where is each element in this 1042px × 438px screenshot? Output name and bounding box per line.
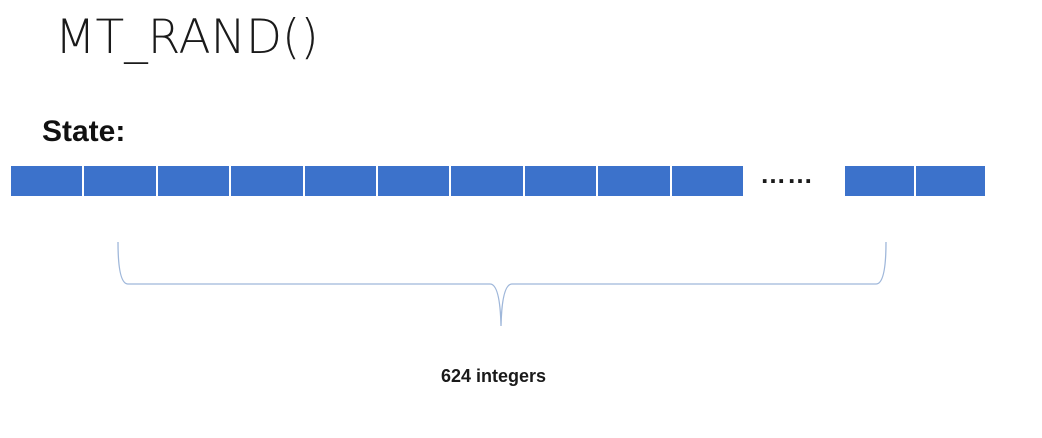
state-cell: [597, 165, 671, 197]
state-cell: [915, 165, 986, 197]
state-label: State:: [42, 115, 126, 148]
state-cell: [156, 165, 231, 197]
state-cell: [670, 165, 744, 197]
state-cell: [83, 165, 157, 197]
brace-label: 624 integers: [441, 366, 547, 386]
ellipsis: ……: [760, 159, 814, 189]
state-cell: [844, 165, 915, 197]
state-cell: [230, 165, 304, 197]
state-cell: [10, 165, 84, 197]
state-cell: [303, 165, 377, 197]
state-cell: [450, 165, 524, 197]
state-cell: [377, 165, 451, 197]
state-cell: [523, 165, 598, 197]
diagram-title: MT_RAND(): [55, 10, 319, 65]
